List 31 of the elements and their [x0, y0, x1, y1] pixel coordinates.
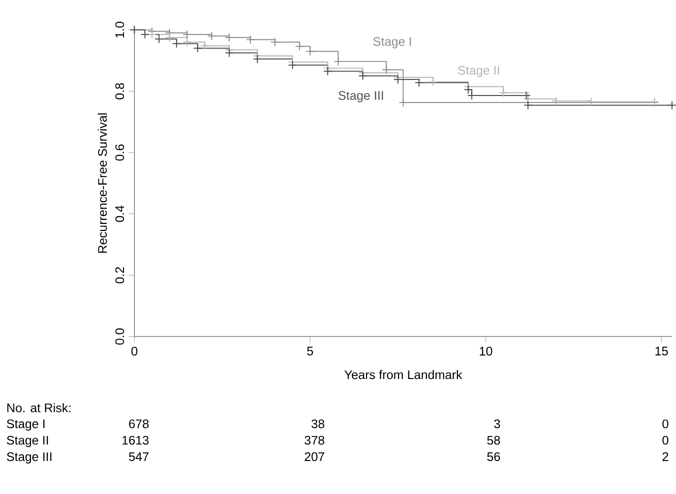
- text: 1613: [122, 436, 149, 445]
- series-label: Stage II: [458, 66, 500, 78]
- y-axis-title: Recurrence-Free Survival: [98, 114, 107, 253]
- x-tick-label: 0: [131, 346, 138, 356]
- y-tick-label: 0.2: [115, 267, 124, 284]
- text: No. at Risk:: [7, 403, 70, 412]
- text: 678: [129, 420, 149, 428]
- text: 0: [662, 436, 668, 445]
- series-label: Stage I: [373, 37, 411, 48]
- text: 547: [128, 452, 149, 462]
- series-label: Stage III: [338, 91, 383, 102]
- x-tick-label: 10: [480, 346, 492, 356]
- y-tick-label: 1.0: [115, 22, 124, 38]
- text: 3: [494, 420, 500, 428]
- x-tick-label: 5: [307, 346, 314, 356]
- y-tick-label: 0.4: [115, 206, 124, 222]
- text: 58: [487, 436, 500, 445]
- y-tick-label: 0.6: [115, 144, 124, 161]
- y-tick-label: 0.0: [115, 328, 124, 345]
- text: 38: [312, 420, 324, 428]
- x-axis-title: Years from Landmark: [344, 370, 462, 380]
- text: 56: [487, 452, 500, 462]
- text: Stage III: [6, 452, 52, 464]
- x-tick-label: 15: [656, 346, 668, 356]
- text: Stage II: [6, 436, 48, 448]
- text: 207: [304, 452, 324, 462]
- text: 2: [662, 452, 668, 462]
- y-tick-label: 0.8: [115, 83, 124, 100]
- text: Stage I: [6, 420, 44, 431]
- text: 0: [662, 420, 668, 428]
- text: 378: [304, 436, 324, 445]
